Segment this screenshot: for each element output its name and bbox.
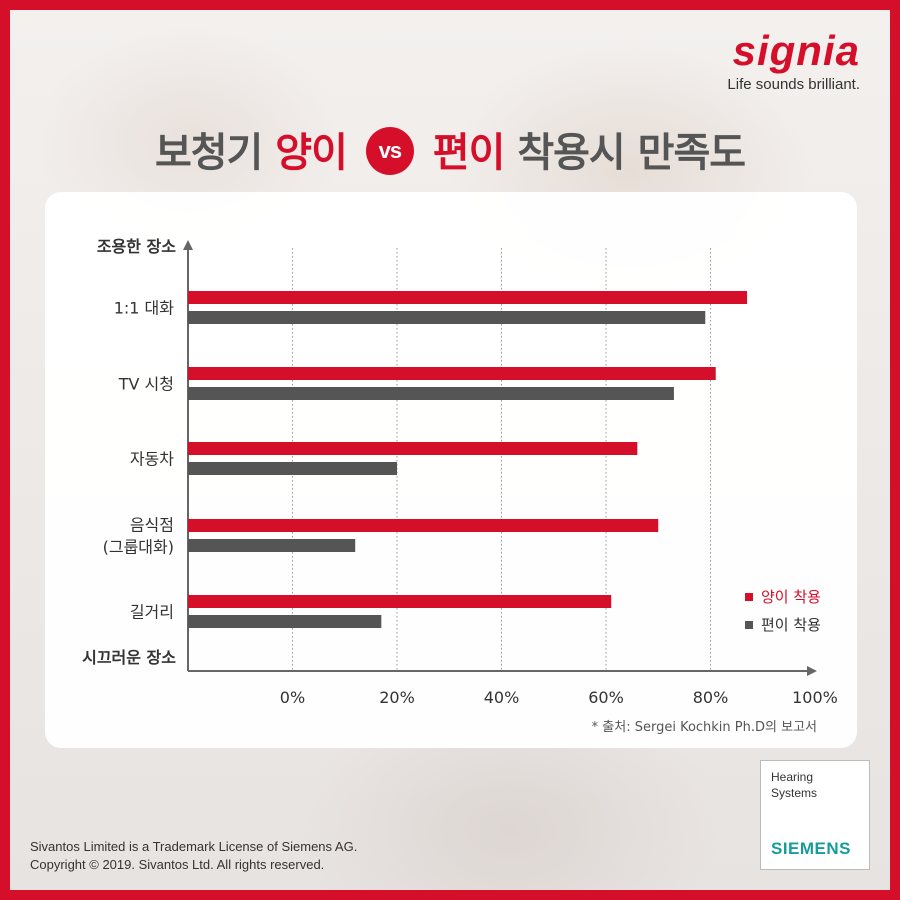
category-label: (그룹대화) xyxy=(103,538,174,557)
logo-tagline: Life sounds brilliant. xyxy=(727,76,860,93)
title-part1: 보청기 xyxy=(154,130,263,176)
bar xyxy=(188,387,674,400)
siemens-wordmark: SIEMENS xyxy=(771,839,852,858)
x-tick-label: 0% xyxy=(280,688,305,707)
legend-label: 편이 착용 xyxy=(761,616,821,634)
vs-badge: vs xyxy=(365,127,414,175)
systems-label: Systems xyxy=(771,786,818,800)
category-label: 1:1 대화 xyxy=(114,299,175,318)
title-part2: 착용시 만족도 xyxy=(517,130,746,176)
category-label: TV 시청 xyxy=(118,375,174,394)
page-title: 보청기 양이 vs 편이 착용시 만족도 xyxy=(10,120,890,179)
title-binaural: 양이 xyxy=(275,130,348,176)
legend-label: 양이 착용 xyxy=(761,588,821,606)
y-axis-top-label: 조용한 장소 xyxy=(97,237,176,256)
x-axis-arrow xyxy=(807,666,817,676)
siemens-logo-box: Hearing Systems SIEMENS xyxy=(760,760,870,870)
x-tick-label: 80% xyxy=(693,688,729,707)
title-monaural: 편이 xyxy=(432,130,506,176)
signia-logo: signia Life sounds brilliant. xyxy=(727,27,860,94)
copyright-notice: Sivantos Limited is a Trademark License … xyxy=(30,838,357,874)
bar xyxy=(188,367,716,380)
bar xyxy=(188,462,397,475)
bar xyxy=(188,539,356,552)
legend-swatch xyxy=(745,593,753,601)
category-label: 음식점 xyxy=(130,516,174,535)
y-axis-arrow xyxy=(183,240,193,250)
y-axis-bottom-label: 시끄러운 장소 xyxy=(82,648,176,667)
x-tick-label: 20% xyxy=(379,688,415,707)
bar xyxy=(188,442,638,455)
hearing-label: Hearing xyxy=(771,770,814,784)
poster: signia Life sounds brilliant. 보청기 양이 vs … xyxy=(10,10,890,890)
bar xyxy=(188,519,659,532)
bar xyxy=(188,291,748,304)
copyright-line-2: Copyright © 2019. Sivantos Ltd. All righ… xyxy=(30,857,325,872)
x-tick-label: 60% xyxy=(588,688,624,707)
bar xyxy=(188,595,612,608)
source-note: * 출처: Sergei Kochkin Ph.D의 보고서 xyxy=(592,720,817,735)
x-tick-label: 100% xyxy=(792,688,838,707)
bar xyxy=(188,615,382,628)
legend-swatch xyxy=(745,621,753,629)
category-label: 자동차 xyxy=(130,450,174,469)
copyright-line-1: Sivantos Limited is a Trademark License … xyxy=(30,839,358,854)
category-label: 길거리 xyxy=(130,603,174,622)
hearing-systems-label: Hearing Systems xyxy=(771,769,817,801)
bar xyxy=(188,311,706,324)
logo-wordmark: signia xyxy=(732,27,860,74)
x-tick-label: 40% xyxy=(484,688,520,707)
